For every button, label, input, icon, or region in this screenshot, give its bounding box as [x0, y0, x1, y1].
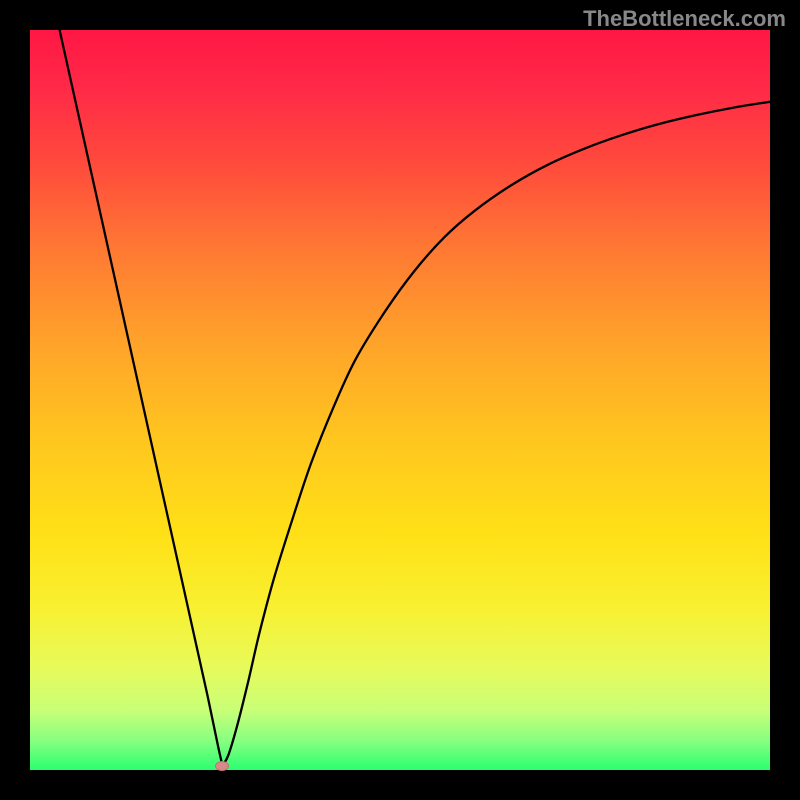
curve-svg [30, 30, 770, 770]
watermark-text: TheBottleneck.com [583, 6, 786, 32]
chart-area [30, 30, 770, 770]
curve-path [60, 30, 770, 766]
minimum-marker [215, 761, 229, 771]
